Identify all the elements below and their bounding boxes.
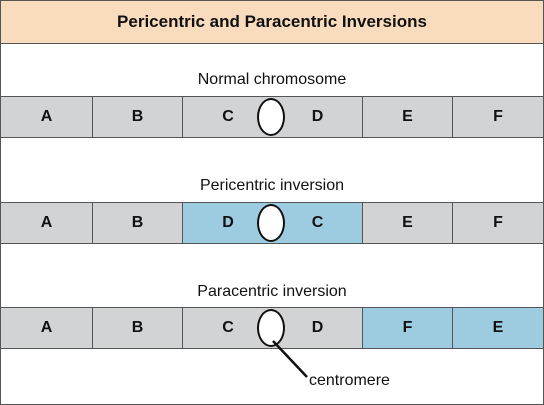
segment-e: E — [363, 203, 453, 243]
segment-a: A — [1, 97, 93, 137]
segment-b: B — [93, 308, 183, 348]
segment-f: F — [453, 97, 543, 137]
segment-c: C — [273, 203, 363, 243]
segment-b: B — [93, 97, 183, 137]
row-label-pericentric: Pericentric inversion — [199, 177, 345, 194]
segment-e: E — [363, 97, 453, 137]
row-label-paracentric: Paracentric inversion — [197, 283, 347, 300]
segment-c: C — [183, 97, 273, 137]
segment-d: D — [273, 97, 363, 137]
segment-a: A — [1, 308, 93, 348]
centromere-shape — [257, 98, 285, 136]
segment-b: B — [93, 203, 183, 243]
chromosome-paracentric: A B C D F E — [1, 307, 543, 349]
segment-e: E — [453, 308, 543, 348]
diagram-title: Pericentric and Paracentric Inversions — [1, 1, 543, 44]
segment-a: A — [1, 203, 93, 243]
segment-f: F — [363, 308, 453, 348]
segment-f: F — [453, 203, 543, 243]
segment-d: D — [273, 308, 363, 348]
chromosome-normal: A B C D E F — [1, 96, 543, 138]
row-label-normal: Normal chromosome — [197, 71, 347, 88]
centromere-shape — [257, 204, 285, 242]
centromere-shape — [257, 309, 285, 347]
chromosome-pericentric: A B D C E F — [1, 202, 543, 244]
centromere-callout-label: centromere — [309, 372, 390, 389]
